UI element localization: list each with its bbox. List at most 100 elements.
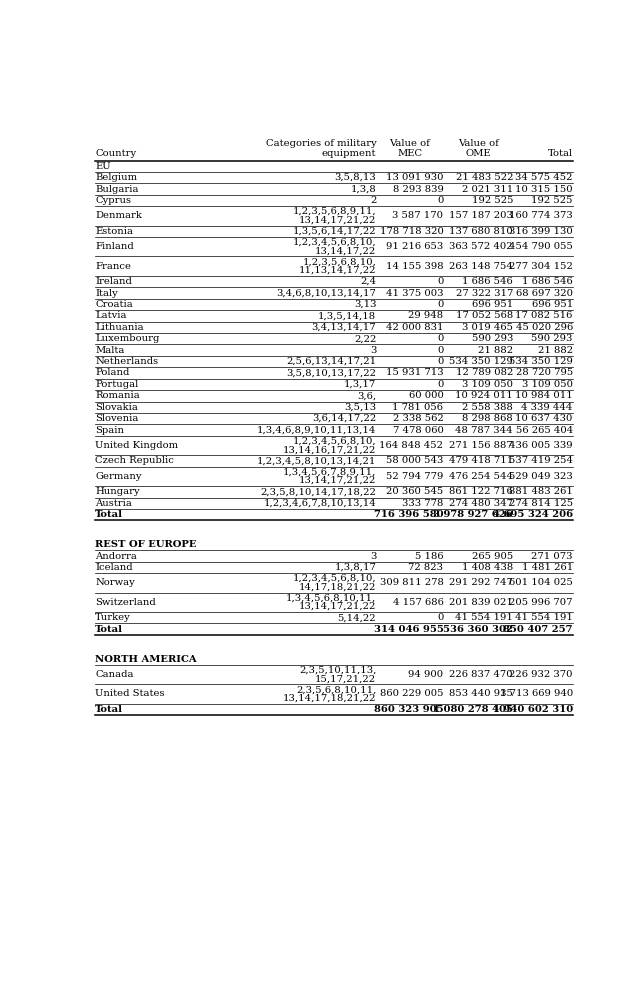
Text: 3,6,14,17,22: 3,6,14,17,22: [312, 414, 376, 423]
Text: 696 951: 696 951: [472, 300, 513, 309]
Text: Croatia: Croatia: [95, 300, 133, 309]
Text: EU: EU: [95, 161, 111, 170]
Text: Andorra: Andorra: [95, 551, 137, 560]
Text: Belgium: Belgium: [95, 173, 137, 182]
Text: 2,3,5,6,8,10,11,: 2,3,5,6,8,10,11,: [296, 685, 376, 694]
Text: Estonia: Estonia: [95, 226, 133, 235]
Text: 2 338 562: 2 338 562: [393, 414, 444, 423]
Text: 226 837 470: 226 837 470: [449, 670, 513, 679]
Text: 28 720 795: 28 720 795: [516, 369, 573, 378]
Text: 277 304 152: 277 304 152: [509, 262, 573, 271]
Text: equipment: equipment: [322, 149, 376, 158]
Text: Total: Total: [95, 704, 123, 713]
Text: 1,2,3,4,5,6,8,10,: 1,2,3,4,5,6,8,10,: [293, 238, 376, 247]
Text: 8 298 868: 8 298 868: [462, 414, 513, 423]
Text: 1,3,5,14,18: 1,3,5,14,18: [318, 312, 376, 321]
Text: 10 984 011: 10 984 011: [515, 392, 573, 401]
Text: 1 686 546: 1 686 546: [462, 278, 513, 287]
Text: 2: 2: [370, 196, 376, 205]
Text: 454 790 055: 454 790 055: [509, 242, 573, 252]
Text: 45 020 296: 45 020 296: [516, 323, 573, 332]
Text: 13,14,17,21,22: 13,14,17,21,22: [299, 602, 376, 611]
Text: Latvia: Latvia: [95, 312, 126, 321]
Text: Germany: Germany: [95, 472, 142, 481]
Text: 21 483 522: 21 483 522: [456, 173, 513, 182]
Text: 3 978 927 626: 3 978 927 626: [433, 510, 513, 519]
Text: 1,2,3,4,5,8,10,13,14,21: 1,2,3,4,5,8,10,13,14,21: [257, 457, 376, 466]
Text: 42 000 831: 42 000 831: [386, 323, 444, 332]
Text: 10 315 150: 10 315 150: [515, 184, 573, 193]
Text: 363 572 402: 363 572 402: [449, 242, 513, 252]
Text: 2 021 311: 2 021 311: [462, 184, 513, 193]
Text: 4 339 444: 4 339 444: [521, 403, 573, 412]
Text: 205 996 707: 205 996 707: [509, 598, 573, 607]
Text: 3 109 050: 3 109 050: [462, 380, 513, 389]
Text: Slovakia: Slovakia: [95, 403, 138, 412]
Text: Denmark: Denmark: [95, 211, 142, 220]
Text: 15,17,21,22: 15,17,21,22: [315, 674, 376, 683]
Text: Italy: Italy: [95, 289, 118, 298]
Text: 537 419 254: 537 419 254: [509, 457, 573, 466]
Text: Spain: Spain: [95, 426, 124, 435]
Text: Finland: Finland: [95, 242, 134, 252]
Text: 263 148 754: 263 148 754: [449, 262, 513, 271]
Text: 853 440 935: 853 440 935: [449, 689, 513, 698]
Text: 201 839 021: 201 839 021: [449, 598, 513, 607]
Text: 13,14,17,21,22: 13,14,17,21,22: [299, 476, 376, 485]
Text: 7 478 060: 7 478 060: [393, 426, 444, 435]
Text: Poland: Poland: [95, 369, 130, 378]
Text: 1,2,3,5,6,8,10,: 1,2,3,5,6,8,10,: [302, 258, 376, 267]
Text: Luxembourg: Luxembourg: [95, 335, 160, 344]
Text: 309 811 278: 309 811 278: [379, 578, 444, 587]
Text: 1 408 438: 1 408 438: [462, 563, 513, 572]
Text: 601 104 025: 601 104 025: [509, 578, 573, 587]
Text: 10 637 430: 10 637 430: [516, 414, 573, 423]
Text: 3: 3: [370, 551, 376, 560]
Text: 2,4: 2,4: [360, 278, 376, 287]
Text: 271 156 887: 271 156 887: [449, 441, 513, 450]
Text: 13,14,17,18,21,22: 13,14,17,18,21,22: [282, 693, 376, 702]
Text: 4 695 324 206: 4 695 324 206: [492, 510, 573, 519]
Text: 1,3,4,5,6,7,8,9,11,: 1,3,4,5,6,7,8,9,11,: [283, 468, 376, 477]
Text: 52 794 779: 52 794 779: [386, 472, 444, 481]
Text: 291 292 747: 291 292 747: [449, 578, 513, 587]
Text: 1,3,4,6,8,9,10,11,13,14: 1,3,4,6,8,9,10,11,13,14: [257, 426, 376, 435]
Text: Romania: Romania: [95, 392, 140, 401]
Text: 48 787 344: 48 787 344: [455, 426, 513, 435]
Text: 274 480 347: 274 480 347: [449, 499, 513, 508]
Text: Ireland: Ireland: [95, 278, 132, 287]
Text: 3,4,6,8,10,13,14,17: 3,4,6,8,10,13,14,17: [277, 289, 376, 298]
Text: OME: OME: [465, 149, 491, 158]
Text: 1,2,3,4,5,6,8,10,: 1,2,3,4,5,6,8,10,: [293, 437, 376, 446]
Text: NORTH AMERICA: NORTH AMERICA: [95, 654, 197, 663]
Text: 0: 0: [437, 346, 444, 355]
Text: 534 350 129: 534 350 129: [509, 357, 573, 366]
Text: Norway: Norway: [95, 578, 135, 587]
Text: Total: Total: [95, 510, 123, 519]
Text: 476 254 544: 476 254 544: [449, 472, 513, 481]
Text: 861 122 716: 861 122 716: [449, 487, 513, 496]
Text: 1 940 602 310: 1 940 602 310: [492, 704, 573, 713]
Text: 529 049 323: 529 049 323: [509, 472, 573, 481]
Text: 0: 0: [437, 196, 444, 205]
Text: Portugal: Portugal: [95, 380, 139, 389]
Text: 60 000: 60 000: [408, 392, 444, 401]
Text: 10 924 011: 10 924 011: [455, 392, 513, 401]
Text: 3 109 050: 3 109 050: [522, 380, 573, 389]
Text: Lithuania: Lithuania: [95, 323, 144, 332]
Text: 716 396 580: 716 396 580: [374, 510, 444, 519]
Text: 3,4,13,14,17: 3,4,13,14,17: [311, 323, 376, 332]
Text: 1,2,3,5,6,8,9,11,: 1,2,3,5,6,8,9,11,: [293, 207, 376, 216]
Text: 137 680 810: 137 680 810: [449, 226, 513, 235]
Text: 1,3,8,17: 1,3,8,17: [334, 563, 376, 572]
Text: 2,3,5,8,10,14,17,18,22: 2,3,5,8,10,14,17,18,22: [261, 487, 376, 496]
Text: 860 323 905: 860 323 905: [374, 704, 444, 713]
Text: Value of: Value of: [390, 139, 430, 148]
Text: 333 778: 333 778: [402, 499, 444, 508]
Text: 1 481 261: 1 481 261: [521, 563, 573, 572]
Text: 479 418 711: 479 418 711: [449, 457, 513, 466]
Text: 696 951: 696 951: [532, 300, 573, 309]
Text: 0: 0: [437, 380, 444, 389]
Text: 860 229 005: 860 229 005: [380, 689, 444, 698]
Text: 68 697 320: 68 697 320: [516, 289, 573, 298]
